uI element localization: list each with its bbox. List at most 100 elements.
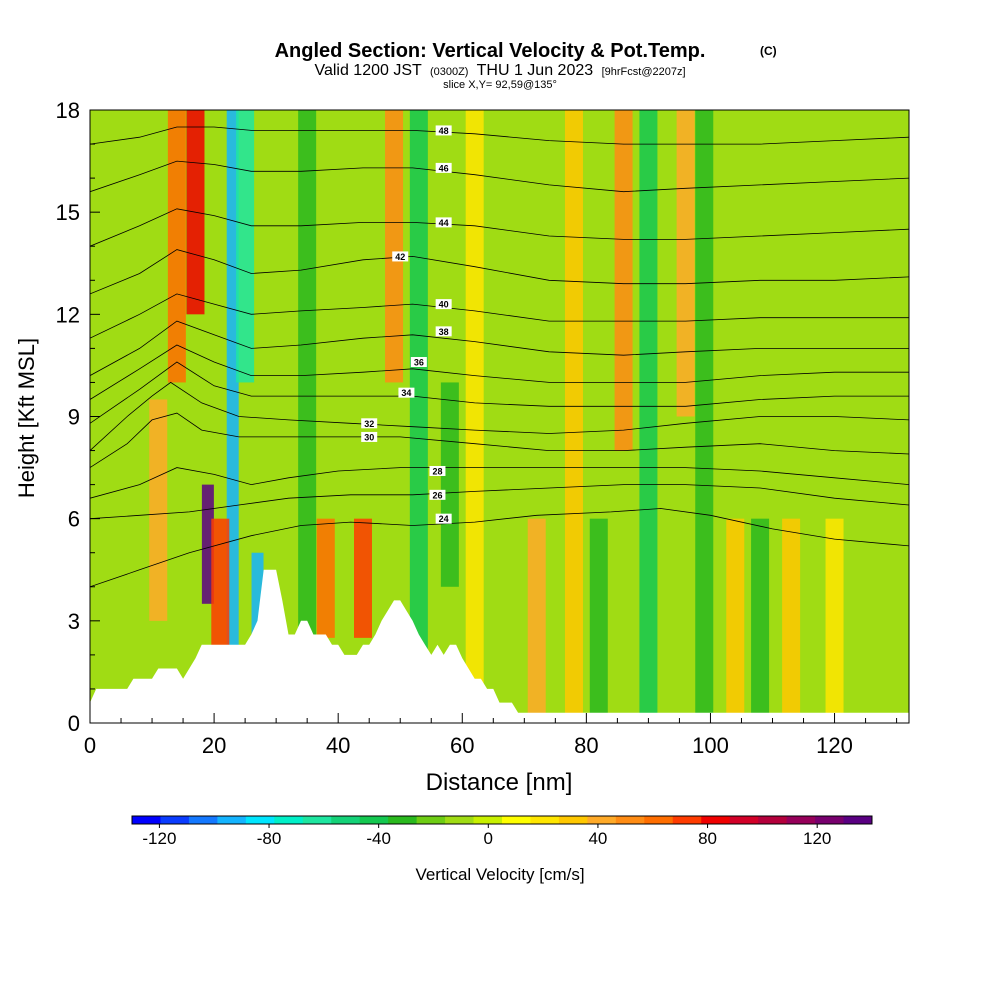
isentrope-36 (90, 344, 909, 400)
colorbar-tick-label: -40 (366, 829, 391, 848)
isentrope-42 (90, 249, 909, 295)
colorbar-swatch (245, 816, 275, 824)
colorbar-swatch (331, 816, 361, 824)
isentrope-label-36: 36 (414, 358, 424, 368)
colorbar-swatch (615, 816, 645, 824)
y-tick-label: 6 (68, 507, 80, 532)
chart-title: Angled Section: Vertical Velocity & Pot.… (275, 40, 706, 62)
colorbar-swatch (274, 816, 304, 824)
colorbar-swatch (359, 816, 389, 824)
y-tick-label: 18 (56, 98, 80, 123)
colorbar-frame (131, 815, 873, 825)
colorbar-swatch (502, 816, 531, 824)
isentrope-28 (90, 467, 909, 499)
colorbar-swatch (302, 816, 332, 824)
y-tick-label: 9 (68, 405, 80, 430)
velocity-cell-10 (354, 518, 372, 638)
terrain (90, 569, 909, 723)
isentrope-label-bg-46 (435, 162, 452, 173)
x-tick-label: 20 (202, 733, 226, 758)
velocity-cell-0 (167, 110, 186, 383)
velocity-cell-3 (236, 110, 255, 383)
colorbar-swatch (558, 816, 588, 824)
slice-info: slice X,Y= 92,59@135° (443, 79, 557, 91)
x-axis: 0 20 40 60 80 100 120 (84, 713, 898, 758)
velocity-cell-22 (726, 518, 745, 723)
subtitle-forecast: [9hrFcst@2207z] (602, 66, 686, 78)
plot-area: 24 26 28 30 32 34 36 38 40 42 44 46 48 (90, 110, 909, 723)
isentrope-label-32: 32 (364, 419, 374, 429)
x-tick-label: 40 (326, 733, 350, 758)
colorbar-swatch (132, 816, 161, 824)
isentrope-label-bg-28 (429, 465, 446, 476)
velocity-cell-9 (316, 518, 335, 638)
isentrope-label-38: 38 (439, 327, 449, 337)
chart-title-tag: (C) (760, 44, 777, 58)
colorbar: -120 -80 -40 0 40 80 120 (131, 815, 873, 848)
isentrope-38 (90, 320, 909, 376)
velocity-cell-18 (614, 110, 633, 451)
colorbar-swatch (701, 816, 731, 824)
isentrope-label-bg-38 (435, 326, 452, 337)
colorbar-tick-label: -120 (142, 829, 176, 848)
velocity-cell-6 (211, 518, 230, 655)
colorbar-swatch (758, 816, 788, 824)
y-axis-label: Height [Kft MSL] (14, 338, 39, 498)
y-axis: 0 3 6 9 12 15 18 (56, 98, 100, 736)
colorbar-swatch (188, 816, 218, 824)
velocity-cell-23 (751, 518, 770, 723)
velocity-cell-15 (527, 518, 546, 723)
velocity-field (149, 110, 844, 723)
isentrope-24 (90, 508, 909, 588)
velocity-cell-12 (409, 110, 428, 723)
y-tick-label: 3 (68, 609, 80, 634)
isentrope-48 (90, 126, 909, 145)
colorbar-swatch (729, 816, 759, 824)
x-tick-label: 100 (692, 733, 729, 758)
isentrope-label-30: 30 (364, 432, 374, 442)
velocity-cell-8 (298, 110, 317, 723)
isentrope-label-bg-42 (392, 251, 409, 262)
colorbar-tick-label: 0 (484, 829, 493, 848)
subtitle-valid: Valid 1200 JST (314, 62, 422, 79)
x-tick-label: 60 (450, 733, 474, 758)
isentrope-label-bg-30 (361, 431, 378, 442)
isentrope-label-bg-26 (429, 489, 446, 500)
y-tick-label: 0 (68, 711, 80, 736)
x-axis-label: Distance [nm] (426, 769, 573, 796)
isentrope-label-46: 46 (439, 163, 449, 173)
subtitle-utc: (0300Z) (430, 66, 469, 78)
colorbar-tick-label: 40 (588, 829, 607, 848)
colorbar-swatch (416, 816, 446, 824)
chart-subtitle: Valid 1200 JST (0300Z) THU 1 Jun 2023 [9… (314, 62, 685, 79)
x-tick-label: 80 (574, 733, 598, 758)
isentrope-label-26: 26 (432, 490, 442, 500)
y-tick-label: 12 (56, 302, 80, 327)
colorbar-label: Vertical Velocity [cm/s] (415, 865, 584, 884)
colorbar-swatch (445, 816, 475, 824)
colorbar-swatch (160, 816, 190, 824)
y-tick-label: 15 (56, 200, 80, 225)
isentrope-label-bg-44 (435, 217, 452, 228)
velocity-cell-4 (149, 399, 168, 621)
isentrope-46 (90, 160, 909, 193)
colorbar-tick-label: 120 (803, 829, 831, 848)
x-tick-label: 0 (84, 733, 96, 758)
velocity-cell-13 (440, 382, 459, 587)
velocity-cell-25 (825, 518, 844, 723)
colorbar-swatch (388, 816, 418, 824)
isentrope-32 (90, 381, 909, 451)
isentrope-label-24: 24 (439, 514, 449, 524)
velocity-cell-7 (251, 552, 264, 655)
colorbar-swatch (786, 816, 816, 824)
isentrope-label-bg-48 (435, 125, 452, 136)
velocity-cell-17 (589, 518, 608, 723)
velocity-cell-20 (676, 110, 695, 417)
isentrope-label-28: 28 (432, 466, 442, 476)
velocity-cell-24 (782, 518, 801, 723)
velocity-cell-16 (564, 110, 583, 723)
colorbar-swatch (644, 816, 674, 824)
isentrope-label-34: 34 (401, 388, 411, 398)
colorbar-swatch (815, 816, 845, 824)
